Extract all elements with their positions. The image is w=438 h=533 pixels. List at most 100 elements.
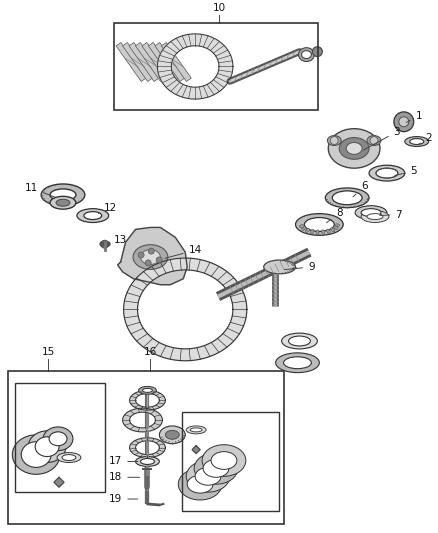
Ellipse shape <box>289 336 311 346</box>
Text: 7: 7 <box>380 209 402 220</box>
Ellipse shape <box>405 136 429 147</box>
Ellipse shape <box>302 227 306 230</box>
Ellipse shape <box>141 249 160 264</box>
Ellipse shape <box>328 128 380 168</box>
Ellipse shape <box>195 467 221 485</box>
Ellipse shape <box>133 245 168 269</box>
Ellipse shape <box>316 230 319 235</box>
Ellipse shape <box>332 191 362 205</box>
FancyBboxPatch shape <box>129 43 159 82</box>
Ellipse shape <box>300 224 304 228</box>
Ellipse shape <box>41 184 85 206</box>
Text: 14: 14 <box>165 245 202 259</box>
Circle shape <box>101 240 109 248</box>
Circle shape <box>394 112 414 132</box>
FancyBboxPatch shape <box>142 43 172 82</box>
Ellipse shape <box>178 469 222 500</box>
Ellipse shape <box>62 455 76 461</box>
Ellipse shape <box>57 453 81 463</box>
Text: 2: 2 <box>419 133 432 144</box>
Ellipse shape <box>296 214 343 236</box>
Ellipse shape <box>56 199 70 206</box>
Ellipse shape <box>355 206 387 220</box>
Ellipse shape <box>367 135 381 146</box>
Polygon shape <box>118 228 187 285</box>
Text: 8: 8 <box>326 208 343 223</box>
Ellipse shape <box>35 437 59 457</box>
Ellipse shape <box>84 212 102 220</box>
Ellipse shape <box>142 389 152 392</box>
Ellipse shape <box>43 427 73 450</box>
Ellipse shape <box>165 430 179 439</box>
Polygon shape <box>130 390 165 410</box>
Ellipse shape <box>186 461 230 492</box>
Ellipse shape <box>28 431 66 463</box>
Ellipse shape <box>361 209 381 216</box>
Circle shape <box>312 47 322 56</box>
Text: 16: 16 <box>144 347 157 357</box>
Polygon shape <box>157 34 233 99</box>
Ellipse shape <box>367 214 383 220</box>
Ellipse shape <box>298 47 314 61</box>
Ellipse shape <box>325 188 369 208</box>
Text: 19: 19 <box>109 494 138 504</box>
Ellipse shape <box>186 426 206 434</box>
FancyBboxPatch shape <box>148 43 178 82</box>
Ellipse shape <box>276 353 319 373</box>
Ellipse shape <box>194 453 238 484</box>
Text: 15: 15 <box>42 347 55 357</box>
FancyBboxPatch shape <box>116 43 146 82</box>
Text: 5: 5 <box>395 166 417 176</box>
Ellipse shape <box>369 165 405 181</box>
Polygon shape <box>123 408 162 432</box>
Circle shape <box>330 136 338 144</box>
Ellipse shape <box>264 260 296 274</box>
Text: 10: 10 <box>212 3 226 13</box>
Ellipse shape <box>202 445 246 477</box>
Ellipse shape <box>333 226 338 229</box>
Text: 18: 18 <box>109 472 140 482</box>
Text: 9: 9 <box>284 262 315 272</box>
Ellipse shape <box>327 135 341 146</box>
Text: 6: 6 <box>353 181 367 197</box>
Ellipse shape <box>305 228 310 232</box>
Ellipse shape <box>211 451 237 470</box>
Ellipse shape <box>331 228 335 232</box>
Circle shape <box>399 117 409 127</box>
FancyBboxPatch shape <box>155 43 185 82</box>
Ellipse shape <box>135 457 159 466</box>
Circle shape <box>138 252 144 258</box>
Ellipse shape <box>327 229 330 233</box>
Ellipse shape <box>335 224 339 227</box>
Ellipse shape <box>321 230 325 235</box>
Ellipse shape <box>50 196 76 209</box>
Ellipse shape <box>203 459 229 477</box>
Ellipse shape <box>339 138 369 159</box>
Ellipse shape <box>361 211 389 222</box>
Text: 13: 13 <box>108 235 127 246</box>
Ellipse shape <box>141 458 155 464</box>
Ellipse shape <box>12 435 60 474</box>
Bar <box>15 383 105 492</box>
Polygon shape <box>192 446 200 454</box>
Ellipse shape <box>304 217 334 231</box>
Polygon shape <box>124 258 247 361</box>
FancyBboxPatch shape <box>123 43 152 82</box>
Text: 17: 17 <box>109 456 138 466</box>
Ellipse shape <box>410 139 424 144</box>
Bar <box>114 23 318 110</box>
FancyBboxPatch shape <box>161 43 191 82</box>
Ellipse shape <box>301 51 311 59</box>
Ellipse shape <box>187 475 213 493</box>
Ellipse shape <box>50 189 76 201</box>
Bar <box>8 370 283 524</box>
Text: 1: 1 <box>406 111 422 123</box>
Ellipse shape <box>21 442 51 467</box>
Circle shape <box>145 260 151 266</box>
Text: 3: 3 <box>364 127 400 150</box>
Ellipse shape <box>346 142 362 155</box>
Circle shape <box>370 136 378 144</box>
Circle shape <box>148 248 154 254</box>
Text: 12: 12 <box>98 203 117 213</box>
Ellipse shape <box>190 428 202 432</box>
